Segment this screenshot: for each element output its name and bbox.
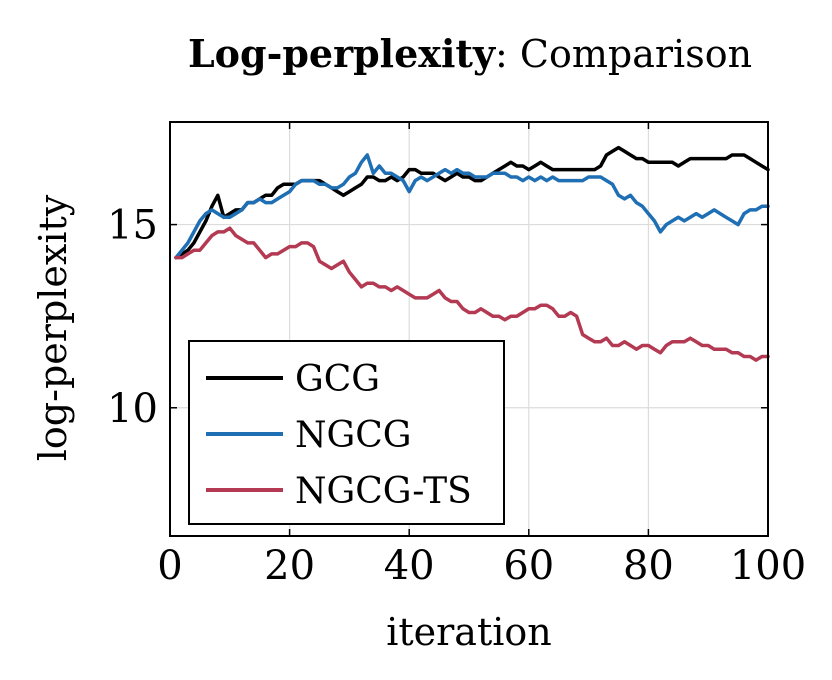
y-axis-label: log-perplexity [31, 194, 75, 461]
chart-title-bold: Log-perplexity [188, 31, 496, 76]
x-tick-label: 20 [264, 543, 315, 589]
series-line-ngcg-ts [174, 226, 770, 362]
y-tick-labels: 10 15 [107, 203, 158, 432]
x-tick-label: 100 [730, 543, 806, 589]
x-tick-label: 0 [157, 543, 182, 589]
x-axis-label: iteration [386, 610, 552, 654]
legend-box [188, 340, 505, 525]
series-line-gcg [174, 145, 770, 260]
series-lines [174, 145, 770, 362]
x-tick-label: 40 [384, 543, 435, 589]
series-line-ngcg [174, 153, 770, 260]
axis-ticks [169, 122, 769, 536]
plot-frame [169, 121, 769, 537]
legend: GCG NGCG NGCG-TS [188, 340, 505, 525]
x-tick-label: 80 [623, 543, 674, 589]
y-tick-label: 10 [107, 386, 158, 432]
chart-title-rest: : Comparison [495, 32, 752, 76]
legend-label-ngcg: NGCG [295, 415, 412, 456]
chart-title: Log-perplexity: Comparison [188, 31, 752, 76]
y-tick-label: 15 [107, 203, 158, 249]
legend-label-ngcg-ts: NGCG-TS [295, 471, 472, 512]
x-tick-label: 60 [503, 543, 554, 589]
x-tick-labels: 0 20 40 60 80 100 [157, 543, 806, 589]
legend-label-gcg: GCG [295, 359, 380, 400]
